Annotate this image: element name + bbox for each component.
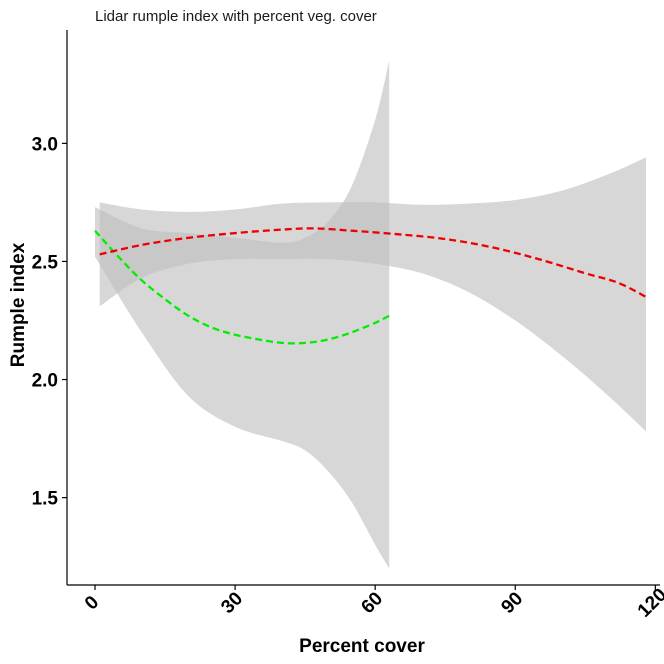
y-tick-label: 3.0 — [32, 134, 58, 155]
fit-line-1 — [94, 229, 390, 345]
x-tick-label: 60 — [357, 588, 387, 618]
y-axis-title: Rumple index — [8, 242, 29, 367]
x-tick-label: 30 — [217, 588, 247, 618]
fit-line-2 — [99, 227, 647, 298]
chart-title: Lidar rumple index with percent veg. cov… — [95, 8, 377, 25]
y-axis-ticks: 1.5 2.0 2.5 3.0 — [32, 134, 67, 510]
confidence-bands — [95, 60, 646, 569]
y-tick-label: 1.5 — [32, 489, 59, 510]
confidence-band-2 — [99, 157, 646, 432]
x-tick-label: 0 — [81, 592, 103, 614]
confidence-band-1 — [95, 60, 390, 569]
x-tick-label: 90 — [497, 588, 527, 618]
y-tick-label: 2.5 — [32, 252, 59, 273]
fit-lines — [94, 227, 647, 345]
x-axis-title: Percent cover — [299, 636, 425, 657]
x-axis-ticks: 0 30 60 90 120 — [81, 584, 664, 621]
x-tick-label: 120 — [634, 584, 664, 621]
y-tick-label: 2.0 — [32, 371, 58, 392]
